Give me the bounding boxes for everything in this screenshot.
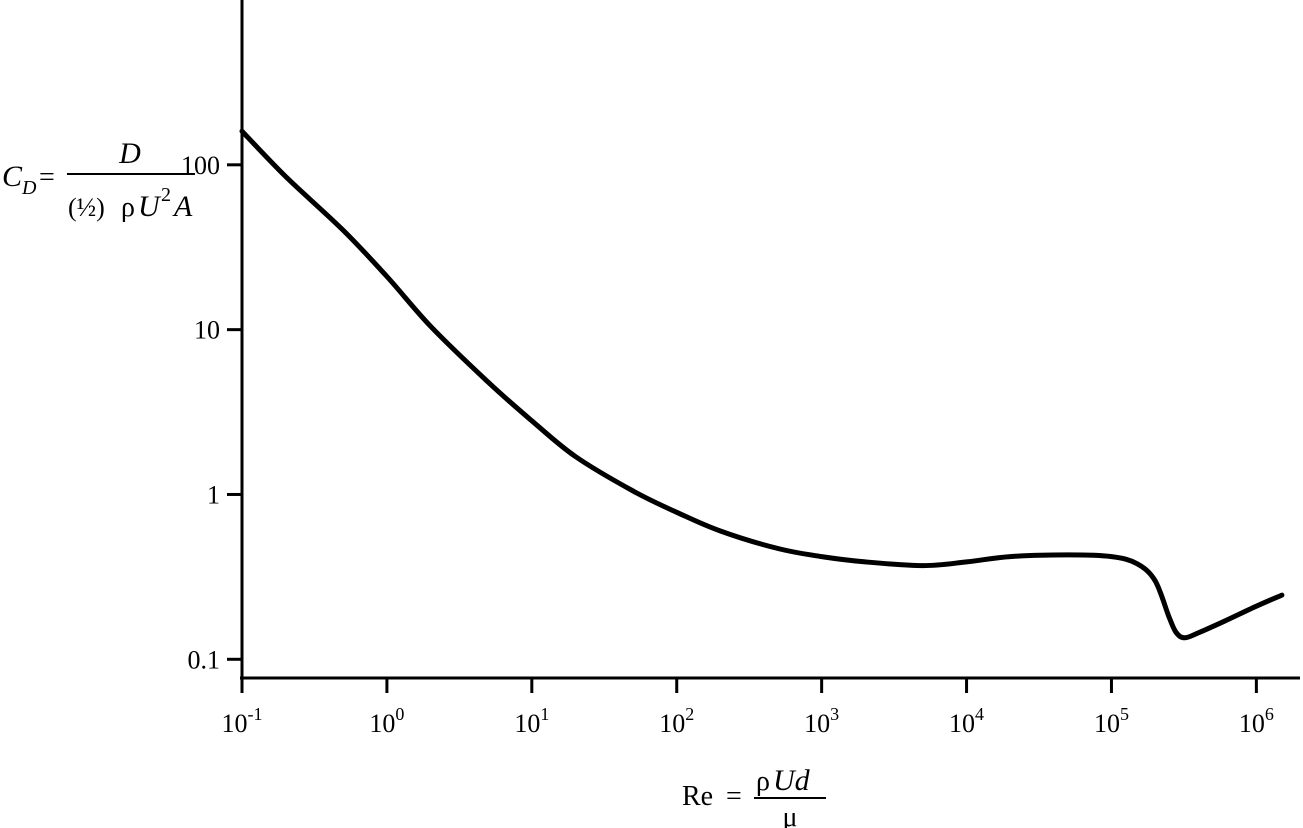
ylabel-den-paren: (½) bbox=[68, 193, 105, 222]
x-tick-label: 104 bbox=[949, 704, 984, 738]
x-tick-label: 103 bbox=[804, 704, 839, 738]
x-axis-label: Re = ρ Ud μ bbox=[682, 764, 826, 828]
xlabel-equals: = bbox=[726, 781, 742, 812]
ylabel-den-exp: 2 bbox=[161, 184, 171, 206]
x-tick-label: 100 bbox=[369, 704, 404, 738]
ylabel-den-a: A bbox=[172, 190, 193, 223]
y-axis-label: C D = D (½) ρ U 2 A bbox=[2, 137, 195, 223]
x-tick-label: 105 bbox=[1094, 704, 1129, 738]
x-tick-label: 106 bbox=[1239, 704, 1274, 738]
ylabel-numerator: D bbox=[118, 137, 141, 170]
ylabel-equals: = bbox=[39, 162, 55, 193]
ylabel-den-rho: ρ bbox=[121, 192, 135, 223]
xlabel-re: Re bbox=[682, 781, 713, 812]
xlabel-denominator: μ bbox=[782, 802, 797, 828]
y-ticks: 0.1 1 10 100 bbox=[181, 151, 242, 674]
xlabel-num-rho: ρ bbox=[756, 766, 770, 797]
series-line bbox=[239, 128, 1285, 641]
y-tick-label: 1 bbox=[207, 480, 220, 509]
ylabel-sub-d: D bbox=[21, 177, 37, 199]
xlabel-num-ud: Ud bbox=[773, 764, 811, 797]
x-tick-label: 101 bbox=[514, 704, 549, 738]
x-tick-label: 10-1 bbox=[222, 704, 263, 738]
x-tick-label: 102 bbox=[659, 704, 694, 738]
x-ticks: 10-1 100 101 102 103 104 105 106 bbox=[222, 678, 1274, 738]
ylabel-c: C bbox=[2, 160, 23, 193]
y-tick-label: 0.1 bbox=[188, 645, 221, 674]
ylabel-den-u: U bbox=[138, 190, 162, 223]
y-tick-label: 100 bbox=[181, 151, 220, 180]
y-tick-label: 10 bbox=[194, 316, 220, 345]
